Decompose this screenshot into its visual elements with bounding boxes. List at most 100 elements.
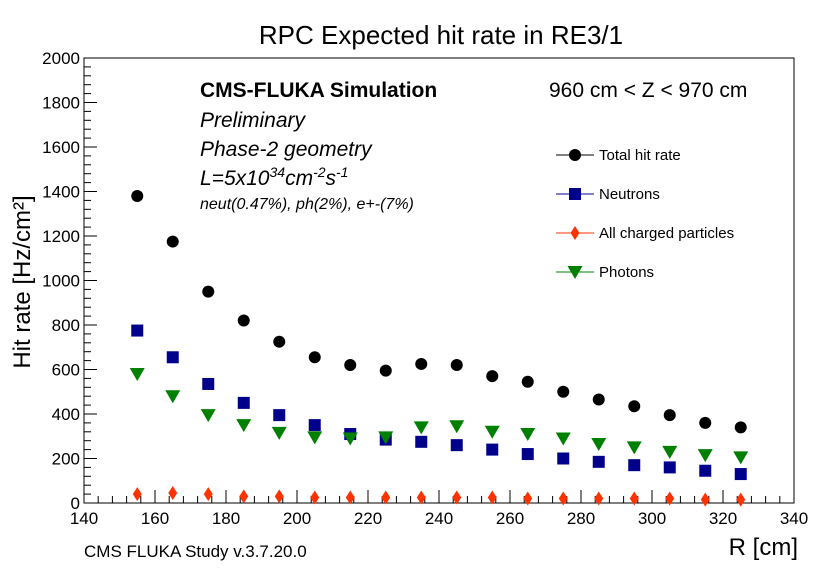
y-tick-label: 400: [52, 405, 80, 424]
y-tick-label: 1000: [42, 272, 80, 291]
chart-title: RPC Expected hit rate in RE3/1: [259, 20, 623, 50]
y-tick-label: 0: [71, 494, 80, 513]
data-point: [484, 425, 500, 439]
data-point: [521, 448, 534, 461]
fractions-label: neut(0.47%), ph(2%), e+-(7%): [200, 196, 414, 213]
legend-marker: [567, 266, 583, 279]
x-tick-label: 180: [212, 509, 240, 528]
data-point: [628, 459, 641, 472]
data-point: [236, 419, 252, 433]
data-point: [734, 421, 747, 434]
data-point: [202, 285, 215, 298]
data-point: [592, 393, 605, 406]
x-tick-label: 220: [354, 509, 382, 528]
data-point: [592, 455, 605, 468]
data-point: [487, 490, 497, 505]
data-point: [450, 359, 463, 372]
lumi-exp1: 34: [269, 164, 285, 180]
series-all-charged-particles: [132, 485, 746, 507]
data-point: [310, 490, 320, 505]
data-point: [166, 351, 179, 364]
y-tick-label: 1800: [42, 94, 80, 113]
data-point: [521, 375, 534, 388]
legend-marker: [569, 149, 581, 161]
legend-marker: [569, 188, 581, 200]
data-point: [200, 409, 216, 423]
preliminary-label: Preliminary: [200, 109, 307, 132]
data-point: [165, 390, 181, 404]
y-tick-label: 1600: [42, 138, 80, 157]
data-marks: [129, 189, 749, 507]
legend-marker: [570, 226, 580, 240]
x-tick-label: 240: [425, 509, 453, 528]
data-point: [663, 409, 676, 422]
lumi-exp2: -2: [313, 164, 326, 180]
simulation-label: CMS-FLUKA Simulation: [200, 79, 437, 102]
data-point: [486, 443, 499, 456]
data-point: [557, 385, 570, 398]
data-point: [626, 441, 642, 455]
data-point: [594, 491, 604, 506]
data-point: [342, 432, 358, 446]
y-tick-label: 600: [52, 361, 80, 380]
data-point: [131, 324, 144, 337]
data-point: [274, 489, 284, 504]
legend-label: All charged particles: [599, 225, 734, 242]
data-point: [452, 490, 462, 505]
y-tick-label: 2000: [42, 49, 80, 68]
x-tick-label: 280: [567, 509, 595, 528]
data-point: [697, 449, 713, 463]
footer-label: CMS FLUKA Study v.3.7.20.0: [84, 542, 307, 561]
x-tick-label: 160: [141, 509, 169, 528]
data-point: [307, 431, 323, 445]
y-tick-label: 1200: [42, 227, 80, 246]
lumi-exp3: -1: [336, 164, 348, 180]
x-tick-label: 320: [709, 509, 737, 528]
data-point: [663, 461, 676, 474]
x-axis-label: R [cm]: [729, 534, 798, 561]
data-point: [523, 491, 533, 506]
legend-label: Total hit rate: [599, 147, 681, 164]
data-point: [308, 419, 321, 432]
legend-label: Neutrons: [599, 186, 660, 203]
data-point: [736, 492, 746, 507]
y-tick-label: 1400: [42, 183, 80, 202]
y-axis-label: Hit rate [Hz/cm²]: [9, 195, 36, 368]
lumi-unit: cm: [285, 167, 313, 190]
data-point: [237, 396, 250, 409]
data-point: [131, 189, 144, 202]
data-point: [557, 452, 570, 465]
data-point: [381, 490, 391, 505]
data-point: [416, 490, 426, 505]
data-point: [628, 400, 641, 413]
plot-frame: [83, 57, 795, 504]
data-point: [237, 314, 250, 327]
data-point: [129, 367, 145, 381]
data-point: [629, 491, 639, 506]
data-point: [273, 335, 286, 348]
data-point: [415, 435, 428, 448]
data-point: [271, 426, 287, 440]
x-tick-label: 300: [638, 509, 666, 528]
axes: 140 160 180 200 220 240 260 280 300 320 340 0 200 400…: [42, 49, 808, 528]
data-point: [733, 451, 749, 465]
series-photons: [129, 367, 749, 465]
x-tick-label: 200: [283, 509, 311, 528]
y-tick-label: 800: [52, 316, 80, 335]
data-point: [308, 351, 321, 364]
data-point: [449, 420, 465, 434]
data-point: [450, 439, 463, 452]
lumi-s: s: [326, 167, 337, 190]
y-tick-label: 200: [52, 450, 80, 469]
data-point: [166, 235, 179, 248]
series-neutrons: [131, 324, 747, 481]
data-point: [202, 377, 215, 390]
data-point: [239, 489, 249, 504]
data-point: [379, 364, 392, 377]
series-total-hit-rate: [131, 189, 747, 434]
data-point: [699, 416, 712, 429]
data-point: [413, 421, 429, 435]
data-point: [203, 487, 213, 502]
data-point: [378, 431, 394, 445]
